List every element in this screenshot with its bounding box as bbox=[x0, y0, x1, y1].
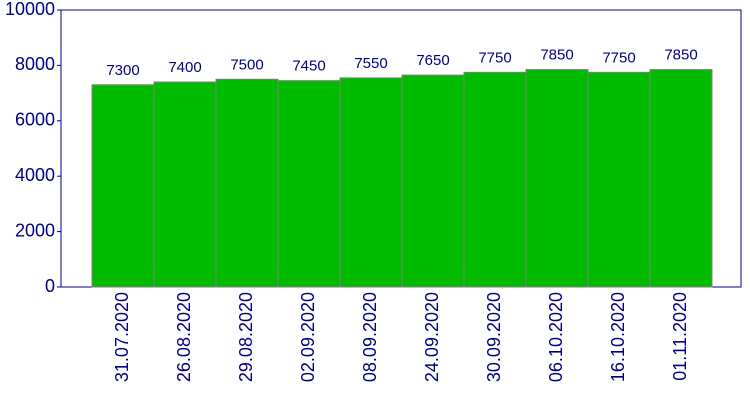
value-label: 7850 bbox=[664, 47, 697, 64]
value-label: 7650 bbox=[416, 52, 449, 69]
bar bbox=[401, 74, 465, 288]
y-tick-label: 8000 bbox=[15, 54, 55, 74]
value-label: 7400 bbox=[168, 59, 201, 76]
x-tick-label: 31.07.2020 bbox=[112, 292, 132, 382]
x-tick-label: 08.09.2020 bbox=[360, 292, 380, 382]
x-tick-label: 01.11.2020 bbox=[670, 292, 690, 381]
value-label: 7750 bbox=[602, 49, 635, 66]
value-label: 7300 bbox=[106, 62, 139, 79]
x-tick-label: 16.10.2020 bbox=[608, 292, 628, 382]
value-label: 7850 bbox=[540, 47, 573, 64]
bar bbox=[649, 69, 713, 288]
y-tick-label: 2000 bbox=[15, 220, 55, 240]
bar bbox=[339, 77, 403, 288]
x-tick-label: 29.08.2020 bbox=[236, 292, 256, 382]
value-label: 7500 bbox=[230, 56, 263, 73]
value-label: 7450 bbox=[292, 58, 325, 75]
value-label: 7750 bbox=[478, 49, 511, 66]
x-tick-label: 24.09.2020 bbox=[422, 292, 442, 382]
bar bbox=[277, 80, 341, 288]
y-tick-label: 0 bbox=[45, 276, 55, 296]
x-tick-label: 30.09.2020 bbox=[484, 292, 504, 382]
y-tick-label: 10000 bbox=[5, 0, 55, 19]
bar bbox=[463, 71, 527, 288]
x-tick-label: 06.10.2020 bbox=[546, 292, 566, 382]
bar bbox=[91, 84, 155, 288]
bar bbox=[153, 81, 217, 288]
x-tick-label: 26.08.2020 bbox=[174, 292, 194, 382]
bar bbox=[525, 69, 589, 288]
y-tick-label: 4000 bbox=[15, 165, 55, 185]
x-tick-label: 02.09.2020 bbox=[298, 292, 318, 382]
value-label: 7550 bbox=[354, 55, 387, 72]
bar bbox=[215, 78, 279, 288]
y-tick-label: 6000 bbox=[15, 110, 55, 130]
bar bbox=[587, 71, 651, 288]
